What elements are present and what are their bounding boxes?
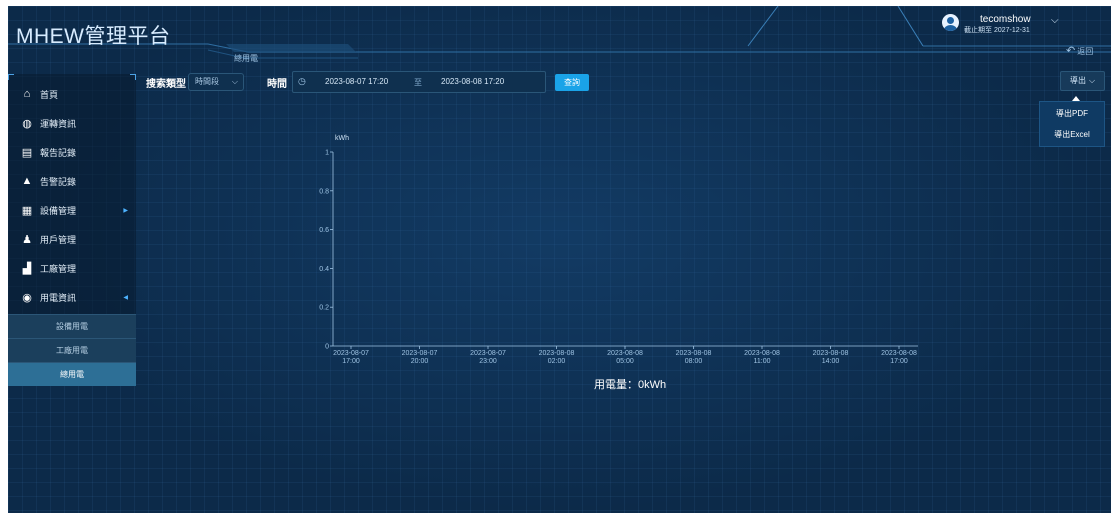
sidebar-subitem-factory-power[interactable]: 工廠用電 bbox=[8, 338, 136, 362]
search-type-label: 搜索類型 bbox=[146, 79, 186, 90]
subitem-label: 設備用電 bbox=[56, 322, 88, 331]
y-tick-label: 0.2 bbox=[319, 305, 329, 312]
sidebar-item-power[interactable]: ◉ 用電資訊 ◀ bbox=[8, 284, 136, 310]
sidebar-item-label: 報告記錄 bbox=[40, 147, 77, 158]
y-tick-label: 0.4 bbox=[319, 266, 329, 273]
export-label: 導出 bbox=[1070, 76, 1086, 85]
x-tick-label: 2023-08-08 bbox=[607, 350, 643, 357]
x-tick-label: 2023-08-07 bbox=[470, 350, 506, 357]
sidebar-item-label: 首頁 bbox=[40, 89, 59, 100]
x-tick-label-time: 11:00 bbox=[754, 358, 771, 365]
user-icon: ♟ bbox=[22, 233, 32, 246]
bell-icon: ▲ bbox=[21, 175, 33, 187]
frame-corner bbox=[130, 74, 136, 80]
start-time-input[interactable]: 2023-08-07 17:20 bbox=[325, 77, 389, 86]
export-button[interactable]: 導出 ⌵ bbox=[1060, 71, 1105, 91]
end-time-input[interactable]: 2023-08-08 17:20 bbox=[441, 77, 505, 86]
user-expiry: 截止期至 2027-12-31 bbox=[964, 27, 1030, 34]
sidebar-item-alarms[interactable]: ▲ 告警記錄 bbox=[8, 168, 136, 194]
sidebar-item-label: 用戶管理 bbox=[40, 234, 77, 245]
x-tick-label: 2023-08-08 bbox=[744, 350, 780, 357]
chevron-down-icon: ⌵ bbox=[231, 77, 238, 86]
x-tick-label-time: 20:00 bbox=[411, 358, 429, 365]
power-chart: kWh00.20.40.60.812023-08-0717:002023-08-… bbox=[319, 135, 918, 365]
back-arrow-icon: ↶ bbox=[1066, 45, 1076, 57]
export-dropdown: 導出PDF 導出Excel bbox=[1039, 101, 1105, 147]
sidebar-item-label: 告警記錄 bbox=[40, 176, 77, 187]
y-tick-label: 0.6 bbox=[319, 227, 329, 234]
x-tick-label: 2023-08-08 bbox=[813, 350, 849, 357]
power-icon: ◉ bbox=[22, 291, 32, 304]
sidebar-item-users[interactable]: ♟ 用戶管理 bbox=[8, 226, 136, 252]
sidebar-item-label: 運轉資訊 bbox=[40, 118, 77, 129]
globe-icon: ◍ bbox=[22, 117, 32, 130]
y-tick-label: 0.8 bbox=[319, 188, 329, 195]
sidebar-item-reports[interactable]: ▤ 報告記錄 bbox=[8, 139, 136, 165]
back-button[interactable]: ↶ 返回 bbox=[1066, 44, 1093, 57]
time-label: 時間 bbox=[267, 79, 287, 90]
total-usage-label: 用電量：0kWh bbox=[594, 379, 667, 391]
expand-arrow-icon: ▶ bbox=[123, 207, 128, 214]
sidebar-item-label: 用電資訊 bbox=[40, 292, 77, 303]
user-menu[interactable]: tecomshow 截止期至 2027-12-31 ⌵ bbox=[942, 10, 1072, 36]
sidebar: ⌂ 首頁 ◍ 運轉資訊 ▤ 報告記錄 ▲ 告警記錄 ▦ 設備管理 ▶ ♟ 用戶管… bbox=[8, 74, 136, 386]
app-window: MHEW管理平台 總用電 tecomshow 截止期至 2027-12-31 ⌵… bbox=[8, 6, 1111, 513]
range-separator: 至 bbox=[414, 78, 422, 87]
chevron-down-icon[interactable]: ⌵ bbox=[1051, 15, 1059, 26]
subitem-label: 總用電 bbox=[60, 370, 84, 379]
x-tick-label-time: 17:00 bbox=[342, 358, 360, 365]
x-tick-label-time: 17:00 bbox=[890, 358, 908, 365]
collapse-arrow-icon: ◀ bbox=[123, 294, 128, 301]
search-type-value: 時間段 bbox=[195, 77, 219, 86]
dropdown-pointer bbox=[1072, 96, 1080, 101]
x-tick-label: 2023-08-07 bbox=[333, 350, 369, 357]
home-icon: ⌂ bbox=[23, 88, 31, 100]
device-grid-icon: ▦ bbox=[21, 204, 33, 217]
chevron-down-icon: ⌵ bbox=[1089, 76, 1096, 85]
query-button[interactable]: 查詢 bbox=[555, 74, 589, 91]
y-axis-label: kWh bbox=[335, 135, 349, 142]
factory-icon: ▟ bbox=[22, 262, 32, 275]
x-tick-label-time: 02:00 bbox=[548, 358, 566, 365]
sidebar-subitem-device-power[interactable]: 設備用電 bbox=[8, 314, 136, 338]
sidebar-subitem-total-power[interactable]: 總用電 bbox=[8, 362, 136, 386]
y-tick-label: 0 bbox=[325, 344, 329, 351]
sidebar-item-label: 設備管理 bbox=[40, 205, 77, 216]
user-name: tecomshow bbox=[980, 14, 1031, 25]
export-excel-option[interactable]: 導出Excel bbox=[1054, 130, 1090, 139]
sidebar-item-devices[interactable]: ▦ 設備管理 ▶ bbox=[8, 197, 136, 223]
x-tick-label-time: 23:00 bbox=[479, 358, 497, 365]
x-tick-label-time: 14:00 bbox=[822, 358, 840, 365]
x-tick-label: 2023-08-08 bbox=[881, 350, 917, 357]
y-tick-label: 1 bbox=[325, 150, 329, 157]
clock-icon: ◷ bbox=[298, 76, 306, 86]
subitem-label: 工廠用電 bbox=[56, 346, 88, 355]
frame-corner bbox=[8, 74, 14, 80]
breadcrumb: 總用電 bbox=[234, 54, 258, 63]
avatar-icon bbox=[942, 14, 959, 31]
x-tick-label-time: 05:00 bbox=[616, 358, 634, 365]
date-range-picker[interactable]: ◷ 2023-08-07 17:20 至 2023-08-08 17:20 bbox=[292, 71, 546, 93]
x-tick-label: 2023-08-08 bbox=[539, 350, 575, 357]
x-tick-label: 2023-08-07 bbox=[402, 350, 438, 357]
report-icon: ▤ bbox=[21, 146, 33, 159]
sidebar-item-label: 工廠管理 bbox=[40, 263, 77, 274]
sidebar-item-factories[interactable]: ▟ 工廠管理 bbox=[8, 255, 136, 281]
back-label: 返回 bbox=[1077, 47, 1094, 56]
x-tick-label: 2023-08-08 bbox=[676, 350, 712, 357]
app-title: MHEW管理平台 bbox=[16, 25, 171, 48]
sidebar-item-operation[interactable]: ◍ 運轉資訊 bbox=[8, 110, 136, 136]
search-type-select[interactable]: 時間段 ⌵ bbox=[188, 73, 244, 91]
x-tick-label-time: 08:00 bbox=[685, 358, 703, 365]
sidebar-item-home[interactable]: ⌂ 首頁 bbox=[8, 81, 136, 107]
export-pdf-option[interactable]: 導出PDF bbox=[1056, 109, 1088, 118]
